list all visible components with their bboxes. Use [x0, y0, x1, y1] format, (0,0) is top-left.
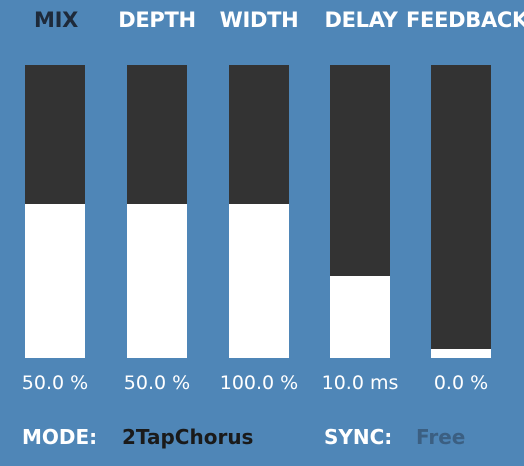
delay-slider[interactable]	[330, 65, 390, 358]
delay-slider-fill	[330, 275, 390, 358]
delay-value: 10.0 ms	[321, 372, 399, 394]
sync-label: SYNC:	[324, 425, 393, 449]
mix-slider[interactable]	[25, 65, 85, 358]
mix-label: MIX	[33, 8, 78, 32]
feedback-slider[interactable]	[431, 65, 491, 358]
mode-selector[interactable]: 2TapChorus	[122, 425, 254, 449]
width-value: 100.0 %	[219, 372, 299, 394]
depth-slider-fill	[127, 204, 187, 358]
width-slider[interactable]	[229, 65, 289, 358]
feedback-slider-fill	[431, 349, 491, 358]
delay-label: DELAY	[324, 8, 398, 32]
feedback-value: 0.0 %	[433, 372, 489, 394]
width-label: WIDTH	[219, 8, 299, 32]
mix-value: 50.0 %	[21, 372, 89, 394]
sync-selector[interactable]: Free	[416, 425, 466, 449]
width-slider-fill	[229, 204, 289, 358]
depth-label: DEPTH	[118, 8, 196, 32]
depth-value: 50.0 %	[123, 372, 191, 394]
mode-label: MODE:	[22, 425, 98, 449]
depth-slider[interactable]	[127, 65, 187, 358]
feedback-label: FEEDBACK	[406, 8, 524, 32]
mix-slider-fill	[25, 204, 85, 358]
